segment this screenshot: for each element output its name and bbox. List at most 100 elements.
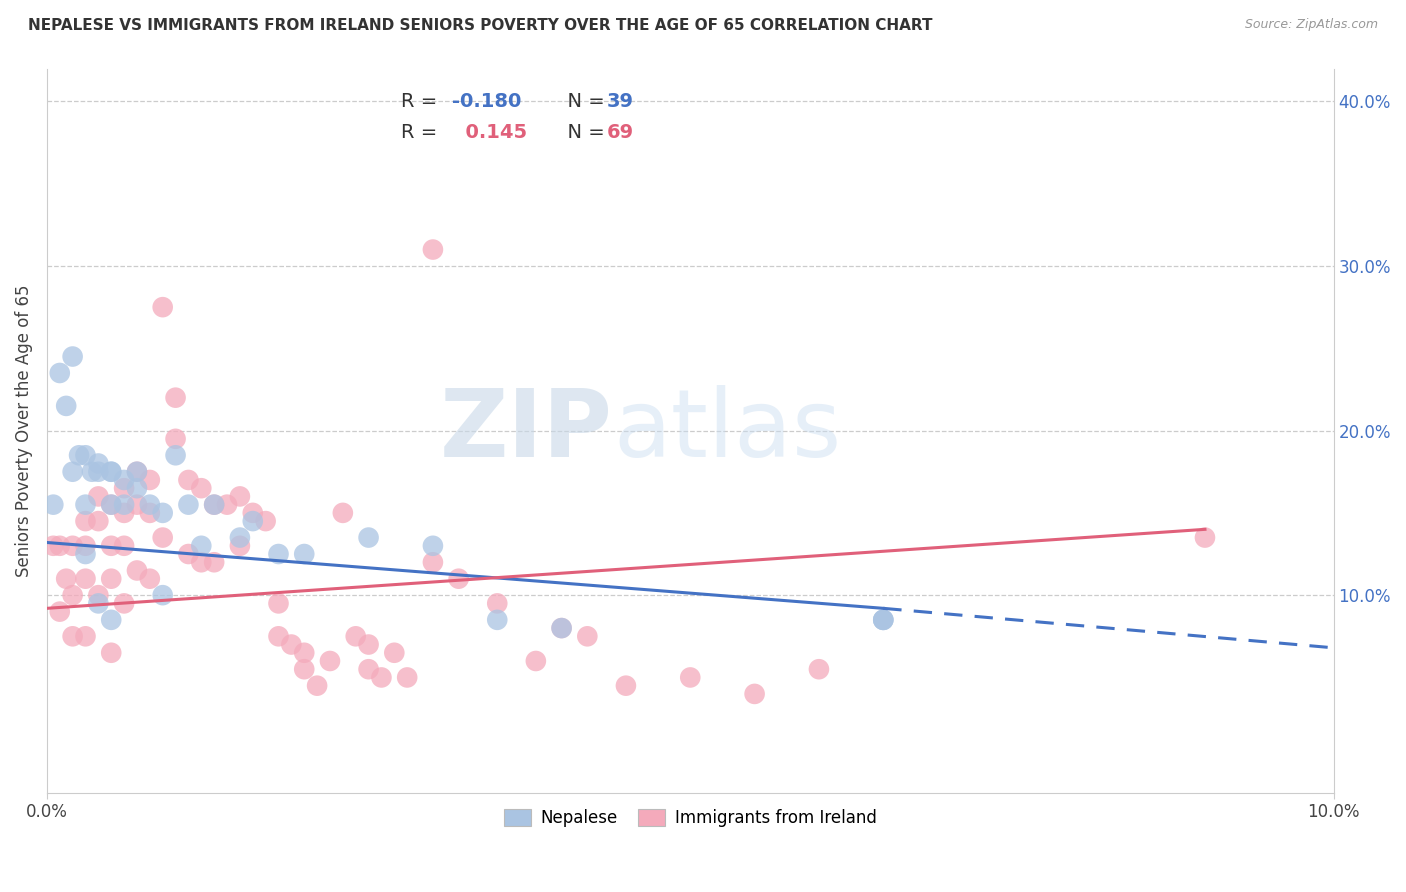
Point [872, 613, 894, 627]
Point [62, 588, 84, 602]
Point [1194, 531, 1216, 545]
Point [139, 473, 162, 487]
Point [744, 687, 766, 701]
Point [100, 498, 122, 512]
Point [62, 465, 84, 479]
Point [49, 366, 72, 380]
Point [125, 481, 148, 495]
Point [125, 498, 148, 512]
Point [49, 605, 72, 619]
Point [100, 572, 122, 586]
Point [62, 539, 84, 553]
Text: R =: R = [401, 123, 443, 142]
Point [357, 638, 380, 652]
Point [125, 465, 148, 479]
Point [202, 498, 225, 512]
Point [100, 646, 122, 660]
Point [422, 539, 444, 553]
Point [190, 481, 212, 495]
Point [280, 638, 302, 652]
Point [75, 448, 97, 462]
Point [139, 498, 162, 512]
Point [872, 613, 894, 627]
Point [177, 547, 200, 561]
Point [87, 465, 110, 479]
Point [67, 448, 90, 462]
Point [872, 613, 894, 627]
Text: ZIP: ZIP [440, 384, 613, 476]
Point [242, 506, 264, 520]
Point [307, 679, 329, 693]
Point [139, 506, 162, 520]
Point [75, 572, 97, 586]
Point [112, 506, 135, 520]
Point [112, 498, 135, 512]
Point [524, 654, 547, 668]
Point [125, 465, 148, 479]
Point [486, 596, 509, 610]
Point [87, 588, 110, 602]
Point [229, 531, 252, 545]
Point [215, 498, 238, 512]
Point [807, 662, 830, 676]
Point [112, 481, 135, 495]
Point [152, 300, 174, 314]
Point [357, 662, 380, 676]
Point [447, 572, 470, 586]
Point [357, 531, 380, 545]
Point [267, 629, 290, 643]
Point [75, 514, 97, 528]
Point [152, 531, 174, 545]
Point [242, 514, 264, 528]
Text: NEPALESE VS IMMIGRANTS FROM IRELAND SENIORS POVERTY OVER THE AGE OF 65 CORRELATI: NEPALESE VS IMMIGRANTS FROM IRELAND SENI… [28, 18, 932, 33]
Point [80, 465, 103, 479]
Point [100, 539, 122, 553]
Point [679, 670, 702, 684]
Point [49, 539, 72, 553]
Point [75, 498, 97, 512]
Y-axis label: Seniors Poverty Over the Age of 65: Seniors Poverty Over the Age of 65 [15, 285, 32, 577]
Point [100, 613, 122, 627]
Point [202, 498, 225, 512]
Point [229, 539, 252, 553]
Point [75, 629, 97, 643]
Point [332, 506, 354, 520]
Point [100, 465, 122, 479]
Point [382, 646, 405, 660]
Point [165, 448, 187, 462]
Point [75, 539, 97, 553]
Text: 39: 39 [606, 92, 634, 111]
Point [42, 498, 65, 512]
Point [55, 572, 77, 586]
Point [550, 621, 572, 635]
Point [87, 457, 110, 471]
Point [55, 399, 77, 413]
Point [190, 555, 212, 569]
Point [229, 490, 252, 504]
Text: -0.180: -0.180 [453, 92, 522, 111]
Point [165, 391, 187, 405]
Point [344, 629, 367, 643]
Point [576, 629, 599, 643]
Point [190, 539, 212, 553]
Point [87, 514, 110, 528]
Point [139, 572, 162, 586]
Point [254, 514, 277, 528]
Point [177, 473, 200, 487]
Text: 0.145: 0.145 [453, 123, 527, 142]
Point [62, 629, 84, 643]
Point [152, 506, 174, 520]
Point [292, 662, 315, 676]
Point [165, 432, 187, 446]
Point [87, 596, 110, 610]
Point [100, 465, 122, 479]
Point [370, 670, 392, 684]
Point [100, 498, 122, 512]
Point [292, 547, 315, 561]
Text: N =: N = [555, 92, 612, 111]
Point [152, 588, 174, 602]
Point [75, 547, 97, 561]
Point [422, 243, 444, 257]
Point [486, 613, 509, 627]
Point [87, 490, 110, 504]
